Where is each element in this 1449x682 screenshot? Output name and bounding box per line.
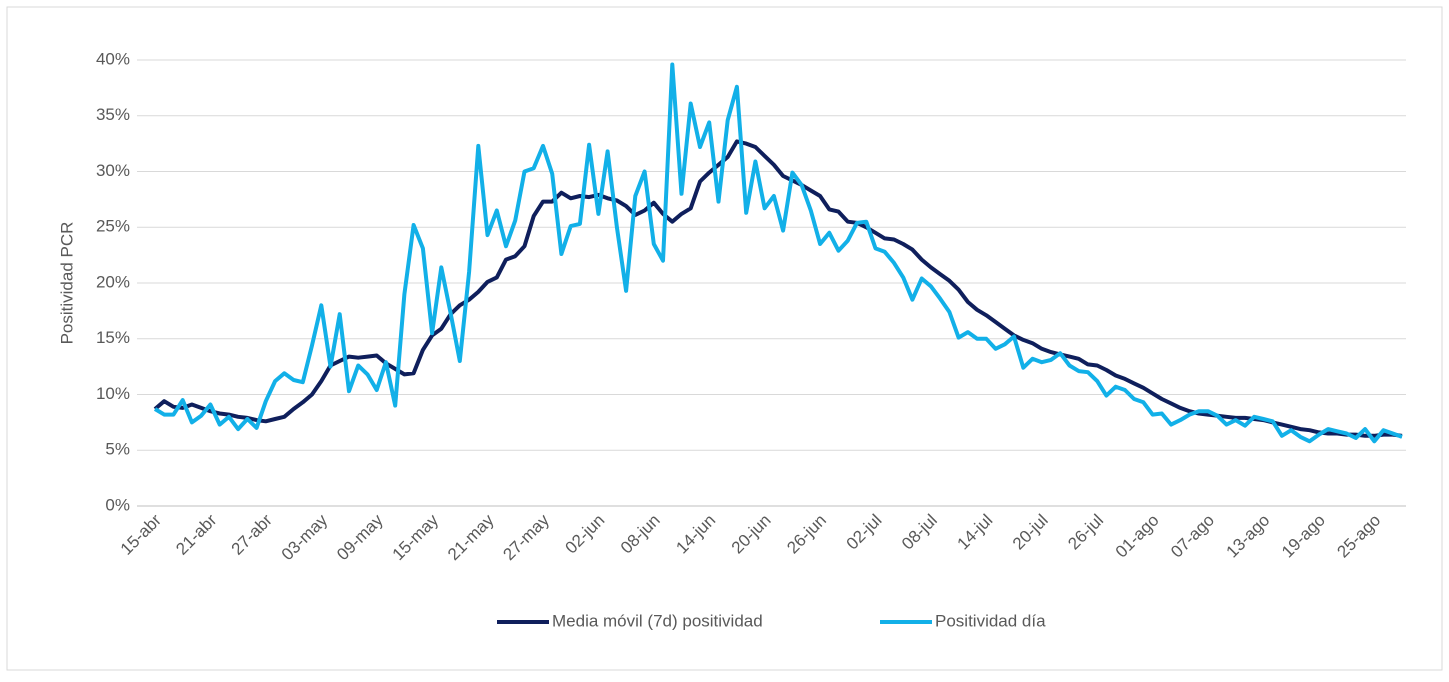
y-tick-label: 0% — [105, 495, 130, 514]
x-tick-label: 27-abr — [228, 510, 276, 558]
x-tick-label: 07-ago — [1167, 511, 1218, 562]
x-tick-label: 21-abr — [172, 510, 220, 558]
x-tick-label: 20-jun — [728, 511, 775, 558]
x-tick-label: 02-jul — [843, 511, 886, 554]
y-tick-label: 30% — [96, 161, 130, 180]
x-tick-label: 08-jul — [898, 511, 941, 554]
y-tick-label: 40% — [96, 49, 130, 68]
x-tick-label: 08-jun — [617, 511, 664, 558]
x-tick-label: 20-jul — [1009, 511, 1052, 554]
x-tick-label: 15-may — [389, 510, 443, 564]
x-tick-label: 03-may — [278, 510, 332, 564]
y-tick-label: 10% — [96, 384, 130, 403]
y-tick-label: 5% — [105, 440, 130, 459]
x-tick-label: 27-may — [499, 510, 553, 564]
x-tick-label: 14-jul — [953, 511, 996, 554]
x-tick-label: 09-may — [333, 510, 387, 564]
x-tick-label: 25-ago — [1333, 511, 1384, 562]
x-tick-label: 01-ago — [1112, 511, 1163, 562]
legend-label: Positividad día — [935, 611, 1046, 630]
y-tick-label: 15% — [96, 328, 130, 347]
y-tick-label: 35% — [96, 105, 130, 124]
x-tick-label: 15-abr — [117, 510, 165, 558]
data-line — [153, 139, 1403, 438]
x-tick-label: 21-may — [444, 510, 498, 564]
legend-label: Media móvil (7d) positividad — [552, 611, 763, 630]
x-tick-label: 02-jun — [562, 511, 609, 558]
chart-border — [6, 6, 1443, 671]
data-line — [153, 62, 1403, 444]
x-tick-label: 13-ago — [1223, 511, 1274, 562]
x-tick-label: 19-ago — [1278, 511, 1329, 562]
x-tick-label: 26-jun — [783, 511, 830, 558]
y-axis-label: Positividad PCR — [57, 222, 76, 345]
y-tick-label: 20% — [96, 272, 130, 291]
x-tick-label: 26-jul — [1064, 511, 1107, 554]
x-tick-label: 14-jun — [672, 511, 719, 558]
y-tick-label: 25% — [96, 217, 130, 236]
